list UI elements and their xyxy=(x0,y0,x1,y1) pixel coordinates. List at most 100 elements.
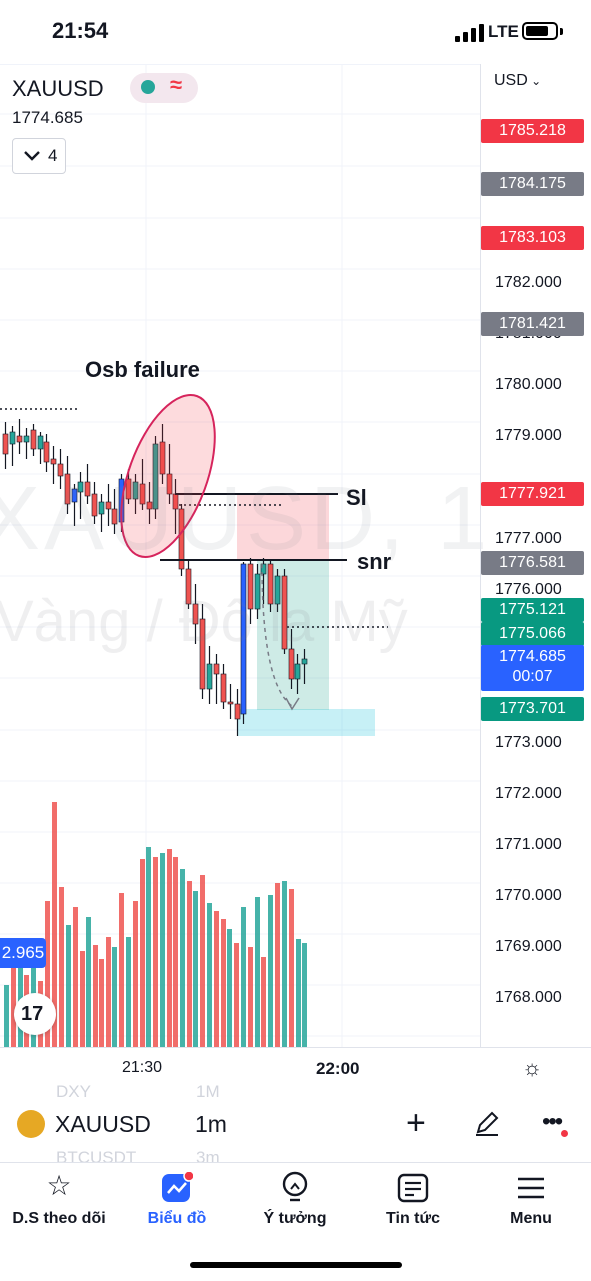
candle-body xyxy=(132,481,139,500)
symbol-selector[interactable]: XAUUSD xyxy=(55,1111,151,1137)
volume-bar xyxy=(59,887,64,1047)
candle-body xyxy=(37,435,44,450)
chevron-down-icon xyxy=(24,151,40,161)
drawing-pen-icon[interactable] xyxy=(472,1108,502,1138)
candle-body xyxy=(254,573,261,610)
more-icon[interactable]: ••• xyxy=(542,1108,563,1135)
home-indicator xyxy=(190,1262,402,1268)
status-time: 21:54 xyxy=(52,18,109,43)
volume-bar xyxy=(153,857,158,1047)
annotation-snr[interactable]: snr xyxy=(357,549,392,574)
ghost-symbol: DXY xyxy=(56,1082,91,1101)
volume-bar xyxy=(11,939,16,1047)
chart-canvas[interactable] xyxy=(0,64,480,1047)
chart-icon xyxy=(118,1168,236,1204)
candle-body xyxy=(267,563,274,605)
settings-gear-icon[interactable]: ☼ xyxy=(522,1055,543,1080)
candle-body xyxy=(98,501,105,515)
nav-ideas[interactable]: Ý tưởng xyxy=(236,1168,354,1228)
candle-body xyxy=(16,435,23,443)
indicators-collapse-button[interactable] xyxy=(12,138,66,174)
current-price-value: 1774.685 xyxy=(499,648,566,665)
price-tick: 1782.000 xyxy=(495,274,562,291)
price-label-tag: 1775.066 xyxy=(481,622,584,646)
nav-menu[interactable]: Menu xyxy=(472,1168,590,1228)
price-axis[interactable]: 1782.0001781.0001780.0001779.0001777.000… xyxy=(480,64,591,1047)
candle-body xyxy=(192,603,199,625)
volume-bar xyxy=(66,925,71,1047)
add-icon[interactable]: + xyxy=(406,1104,426,1142)
annotation-sl[interactable]: Sl xyxy=(346,485,367,510)
volume-bar xyxy=(227,929,232,1047)
price-label-tag: 1783.103 xyxy=(481,226,584,250)
price-label-tag: 1775.121 xyxy=(481,598,584,622)
annotation-osb-failure[interactable]: Osb failure xyxy=(85,357,200,382)
candle-body xyxy=(77,481,84,493)
battery-tip xyxy=(560,28,563,35)
chart-symbol-title[interactable]: XAUUSD xyxy=(12,76,104,101)
volume-value-badge: 2.965 xyxy=(0,938,46,968)
price-label-tag: 1781.421 xyxy=(481,312,584,336)
nav-label: D.S theo dõi xyxy=(12,1210,106,1227)
candle-body xyxy=(199,618,206,690)
price-tick: 1777.000 xyxy=(495,529,562,547)
price-tick: 1773.000 xyxy=(495,733,562,751)
network-type: LTE xyxy=(488,22,519,41)
chart-last-price: 1774.685 xyxy=(12,108,83,127)
volume-bar xyxy=(86,917,91,1047)
candle-body xyxy=(206,663,213,690)
volume-bar xyxy=(296,939,301,1047)
candle-body xyxy=(227,701,234,705)
lightbulb-icon xyxy=(236,1168,354,1204)
chevron-down-icon: ⌄ xyxy=(527,74,542,88)
gold-icon xyxy=(17,1110,45,1138)
volume-bar xyxy=(93,945,98,1047)
volume-bar xyxy=(52,802,57,1047)
time-label: 21:30 xyxy=(122,1059,163,1076)
notification-dot xyxy=(561,1130,568,1137)
menu-icon xyxy=(472,1168,590,1204)
volume-bar xyxy=(160,853,165,1047)
candle-body xyxy=(125,478,132,500)
price-tick: 1780.000 xyxy=(495,376,562,394)
volume-bar xyxy=(167,849,172,1047)
volume-bar xyxy=(187,881,192,1047)
nav-news[interactable]: Tin tức xyxy=(354,1168,472,1228)
candle-body xyxy=(71,488,78,503)
tradingview-logo[interactable] xyxy=(14,993,56,1035)
volume-bar xyxy=(275,883,280,1047)
price-tick: 1769.000 xyxy=(495,938,562,956)
volume-bar xyxy=(234,943,239,1047)
volume-bar xyxy=(268,895,273,1047)
volume-bar xyxy=(302,943,307,1047)
volume-bar xyxy=(255,897,260,1047)
volume-bar xyxy=(126,937,131,1047)
nav-watchlist[interactable]: ☆ D.S theo dõi xyxy=(0,1168,118,1228)
currency-label: USD xyxy=(494,72,528,89)
nav-label: Tin tức xyxy=(386,1210,440,1227)
bottom-nav xyxy=(0,1162,591,1281)
price-tick: 1771.000 xyxy=(495,836,562,854)
interval-selector[interactable]: 1m xyxy=(195,1111,227,1137)
price-label-tag: 1784.175 xyxy=(481,172,584,196)
candle-body xyxy=(84,481,91,497)
price-label-tag: 1776.581 xyxy=(481,551,584,575)
volume-bar xyxy=(106,937,111,1047)
candle-body xyxy=(185,568,192,605)
currency-selector[interactable]: USD ⌄ xyxy=(494,72,541,90)
wave-icon: ≈ xyxy=(170,72,183,97)
candle-body xyxy=(139,483,146,505)
candle-body xyxy=(159,441,166,475)
candle-body xyxy=(274,575,281,605)
volume-bar xyxy=(133,901,138,1047)
time-axis[interactable] xyxy=(0,1047,591,1088)
candle-body xyxy=(294,663,301,680)
volume-bar xyxy=(248,947,253,1047)
candle-body xyxy=(111,508,118,525)
price-tick: 1779.000 xyxy=(495,427,562,445)
candle-body xyxy=(288,648,295,680)
indicators-count: 4 xyxy=(48,146,58,165)
watermark-symbol: XAUUSD, 1 xyxy=(0,469,492,569)
nav-chart[interactable]: Biểu đồ xyxy=(118,1168,236,1228)
candle-body xyxy=(281,575,288,650)
